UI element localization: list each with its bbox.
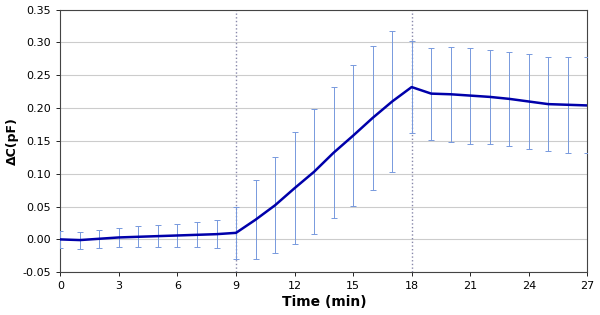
X-axis label: Time (min): Time (min): [281, 295, 366, 309]
Y-axis label: ΔC(pF): ΔC(pF): [5, 117, 19, 165]
